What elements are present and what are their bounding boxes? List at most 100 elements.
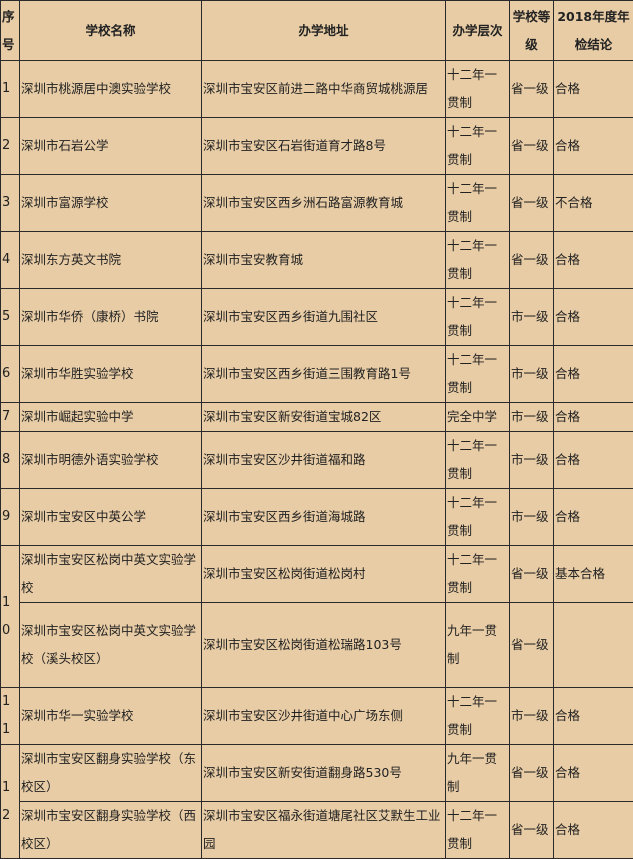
inspection-result: 不合格 — [553, 174, 633, 232]
school-level: 十二年一贯制 — [445, 117, 510, 175]
table-row: 4 深圳东方英文书院 深圳市宝安教育城 十二年一贯制 省一级 合格 — [0, 231, 633, 289]
school-address: 深圳市宝安区前进二路中华商贸城桃源居 — [201, 60, 446, 118]
school-address: 深圳市宝安区西乡街道三围教育路1号 — [201, 345, 446, 403]
school-grade: 市一级 — [509, 402, 554, 432]
row-number: 4 — [0, 231, 20, 289]
row-number: 8 — [0, 431, 20, 489]
school-name: 深圳市富源学校 — [19, 174, 202, 232]
school-name: 深圳市华胜实验学校 — [19, 345, 202, 403]
school-name: 深圳东方英文书院 — [19, 231, 202, 289]
school-level: 十二年一贯制 — [445, 488, 510, 546]
inspection-result: 合格 — [553, 431, 633, 489]
table-row: 2 深圳市石岩公学 深圳市宝安区石岩街道育才路8号 十二年一贯制 省一级 合格 — [0, 117, 633, 175]
school-address: 深圳市宝安区松岗街道松岗村 — [201, 545, 446, 603]
row-number: 1 — [0, 60, 20, 118]
table-row: 1 深圳市桃源居中澳实验学校 深圳市宝安区前进二路中华商贸城桃源居 十二年一贯制 省一级… — [0, 60, 633, 118]
school-grade: 省一级 — [509, 117, 554, 175]
school-grade: 市一级 — [509, 687, 554, 745]
table-row: 深圳市宝安区翻身实验学校（西校区） 深圳市宝安区福永街道塘尾社区艾默生工业园 十二年… — [1, 801, 633, 859]
school-address: 深圳市宝安教育城 — [201, 231, 446, 289]
table-row: 深圳市宝安区松岗中英文实验学校（溪头校区） 深圳市宝安区松岗街道松瑞路103号 九年… — [1, 602, 633, 688]
inspection-result: 合格 — [553, 801, 633, 859]
school-address: 深圳市宝安区西乡街道海城路 — [201, 488, 446, 546]
table-row: 9 深圳市宝安区中英公学 深圳市宝安区西乡街道海城路 十二年一贯制 市一级 合格 — [0, 488, 633, 546]
table-row: 5 深圳市华侨（康桥）书院 深圳市宝安区西乡街道九围社区 十二年一贯制 市一级 合格 — [0, 288, 633, 346]
school-address: 深圳市宝安区新安街道翻身路530号 — [201, 744, 446, 802]
school-name: 深圳市宝安区中英公学 — [19, 488, 202, 546]
table-row: 6 深圳市华胜实验学校 深圳市宝安区西乡街道三围教育路1号 十二年一贯制 市一级 合格 — [0, 345, 633, 403]
school-name: 深圳市华侨（康桥）书院 — [19, 288, 202, 346]
inspection-result: 合格 — [553, 687, 633, 745]
table-row: 8 深圳市明德外语实验学校 深圳市宝安区沙井街道福和路 十二年一贯制 市一级 合格 — [0, 431, 633, 489]
school-level: 完全中学 — [445, 402, 510, 432]
header-result: 2018年度年检结论 — [553, 0, 633, 61]
school-address: 深圳市宝安区新安街道宝城82区 — [201, 402, 446, 432]
school-name: 深圳市桃源居中澳实验学校 — [19, 60, 202, 118]
school-level: 九年一贯制 — [445, 602, 510, 688]
school-name: 深圳市宝安区翻身实验学校（东校区） — [19, 744, 202, 802]
table-row: 12 深圳市宝安区翻身实验学校（东校区） 深圳市宝安区新安街道翻身路530号 九年一贯… — [0, 744, 633, 859]
table-row: 3 深圳市富源学校 深圳市宝安区西乡洲石路富源教育城 十二年一贯制 省一级 不合格 — [0, 174, 633, 232]
inspection-result: 合格 — [553, 488, 633, 546]
school-grade: 省一级 — [509, 602, 554, 688]
school-name: 深圳市石岩公学 — [19, 117, 202, 175]
row-number: 2 — [0, 117, 20, 175]
school-level: 十二年一贯制 — [445, 545, 510, 603]
inspection-result: 合格 — [553, 117, 633, 175]
row-number: 12 — [0, 744, 20, 859]
school-name: 深圳市明德外语实验学校 — [19, 431, 202, 489]
school-level: 十二年一贯制 — [445, 431, 510, 489]
header-name: 学校名称 — [19, 0, 202, 61]
inspection-result: 合格 — [553, 288, 633, 346]
school-level: 十二年一贯制 — [445, 231, 510, 289]
inspection-result: 合格 — [553, 60, 633, 118]
school-level: 十二年一贯制 — [445, 345, 510, 403]
school-grade: 市一级 — [509, 345, 554, 403]
inspection-result: 合格 — [553, 402, 633, 432]
inspection-result — [553, 602, 633, 688]
header-row: 序号 学校名称 办学地址 办学层次 学校等级 2018年度年检结论 — [0, 0, 633, 61]
header-no: 序号 — [0, 0, 20, 61]
school-name: 深圳市宝安区松岗中英文实验学校（溪头校区） — [19, 602, 202, 688]
inspection-result: 合格 — [553, 345, 633, 403]
header-address: 办学地址 — [201, 0, 446, 61]
inspection-result: 合格 — [553, 744, 633, 802]
school-grade: 省一级 — [509, 231, 554, 289]
table-row: 10 深圳市宝安区松岗中英文实验学校 深圳市宝安区松岗街道松岗村 十二年一贯制 省一级基… — [0, 545, 633, 688]
table-row: 7 深圳市崛起实验中学 深圳市宝安区新安街道宝城82区 完全中学 市一级 合格 — [0, 402, 633, 432]
header-grade: 学校等级 — [509, 0, 554, 61]
school-level: 十二年一贯制 — [445, 801, 510, 859]
school-name: 深圳市宝安区松岗中英文实验学校 — [19, 545, 202, 603]
school-grade: 市一级 — [509, 431, 554, 489]
row-number: 3 — [0, 174, 20, 232]
table-row: 11 深圳市华一实验学校 深圳市宝安区沙井街道中心广场东侧 十二年一贯制 市一级 合格 — [0, 687, 633, 745]
school-address: 深圳市宝安区福永街道塘尾社区艾默生工业园 — [201, 801, 446, 859]
school-grade: 市一级 — [509, 288, 554, 346]
row-number: 11 — [0, 687, 20, 745]
row-number: 10 — [0, 545, 20, 688]
school-name: 深圳市华一实验学校 — [19, 687, 202, 745]
school-level: 十二年一贯制 — [445, 174, 510, 232]
school-grade: 省一级 — [509, 174, 554, 232]
row-number: 5 — [0, 288, 20, 346]
school-grade: 省一级 — [509, 60, 554, 118]
row-number: 6 — [0, 345, 20, 403]
row-number: 7 — [0, 402, 20, 432]
school-address: 深圳市宝安区松岗街道松瑞路103号 — [201, 602, 446, 688]
school-address: 深圳市宝安区西乡洲石路富源教育城 — [201, 174, 446, 232]
school-address: 深圳市宝安区西乡街道九围社区 — [201, 288, 446, 346]
school-name: 深圳市崛起实验中学 — [19, 402, 202, 432]
inspection-result: 基本合格 — [553, 545, 633, 603]
school-level: 十二年一贯制 — [445, 687, 510, 745]
school-level: 十二年一贯制 — [445, 60, 510, 118]
school-grade: 省一级 — [509, 801, 554, 859]
school-grade: 省一级 — [509, 744, 554, 802]
inspection-result: 合格 — [553, 231, 633, 289]
header-level: 办学层次 — [445, 0, 510, 61]
school-grade: 省一级 — [509, 545, 554, 603]
row-number: 9 — [0, 488, 20, 546]
school-address: 深圳市宝安区沙井街道福和路 — [201, 431, 446, 489]
school-name: 深圳市宝安区翻身实验学校（西校区） — [19, 801, 202, 859]
school-address: 深圳市宝安区石岩街道育才路8号 — [201, 117, 446, 175]
school-level: 九年一贯制 — [445, 744, 510, 802]
